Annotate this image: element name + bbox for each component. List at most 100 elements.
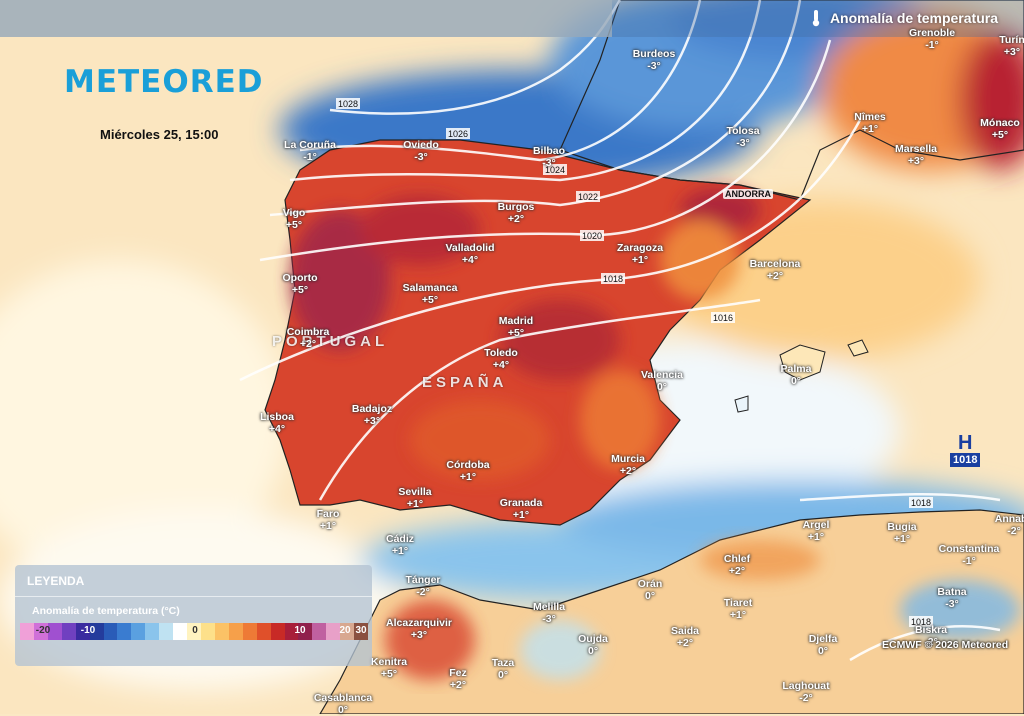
meteored-logo: METEORED — [64, 64, 264, 100]
legend-tick: -20 — [35, 625, 51, 636]
legend-color-swatch — [20, 623, 34, 640]
legend-color-swatch — [242, 623, 257, 640]
city-label: Turín +3° — [999, 34, 1024, 58]
high-pressure-marker: H 1018 — [950, 432, 981, 467]
city-label: Orán 0° — [637, 578, 663, 602]
legend-panel[interactable]: LEYENDA Anomalía de temperatura (°C) -20… — [15, 565, 372, 666]
legend-color-swatch — [173, 623, 188, 640]
legend-color-swatch — [354, 623, 369, 640]
legend-color-swatch — [298, 623, 313, 640]
high-pressure-symbol: H — [958, 432, 973, 454]
legend-tick: 30 — [355, 625, 367, 636]
legend-color-swatch — [270, 623, 285, 640]
legend-color-swatch — [187, 623, 201, 640]
city-label: Taza 0° — [491, 657, 515, 681]
legend-color-swatch — [256, 623, 271, 640]
forecast-date: Miércoles 25, 15:00 — [100, 127, 219, 142]
legend-tick: 0 — [192, 625, 198, 636]
city-label: Cádiz +1° — [385, 533, 415, 557]
legend-color-swatch — [326, 623, 341, 640]
city-label: Oujda 0° — [578, 633, 608, 657]
city-label: Oviedo -3° — [403, 139, 439, 163]
legend-color-swatch — [61, 623, 76, 640]
city-label: Coimbra +2° — [286, 326, 330, 350]
city-label: Djelfa 0° — [808, 633, 838, 657]
city-label: Tolosa -3° — [726, 125, 760, 149]
city-label: Burdeos -3° — [632, 48, 676, 72]
credit-text: ECMWF © 2026 Meteored — [882, 639, 1009, 651]
city-label: Barcelona +2° — [749, 258, 801, 282]
legend-color-swatch — [284, 623, 299, 640]
legend-color-swatch — [89, 623, 104, 640]
city-label: Madrid +5° — [498, 315, 534, 339]
city-label: Murcia +2° — [611, 453, 645, 477]
city-label: Badajoz +3° — [351, 403, 393, 427]
city-label: Biskra -2° — [914, 624, 948, 648]
legend-color-swatch — [214, 623, 229, 640]
city-label: Valladolid +4° — [445, 242, 495, 266]
country-label-andorra: ANDORRA — [723, 189, 773, 199]
city-label: Faro +1° — [316, 508, 340, 532]
legend-title: LEYENDA — [27, 574, 85, 588]
legend-color-swatch — [47, 623, 62, 640]
city-label: Constantina -1° — [938, 543, 1000, 567]
legend-divider — [15, 596, 372, 597]
city-label: Tánger -2° — [405, 574, 441, 598]
city-label: Zaragoza +1° — [616, 242, 664, 266]
city-label: Bilbao -3° — [532, 145, 566, 169]
legend-color-swatch — [33, 623, 48, 640]
city-label: Annaba-2° — [994, 513, 1024, 537]
city-label: Casablanca 0° — [313, 692, 373, 716]
isobar-label: 1018 — [911, 498, 931, 508]
legend-color-scale — [20, 623, 369, 640]
isobar-label: 1026 — [448, 129, 468, 139]
city-label: Tiaret +1° — [723, 597, 753, 621]
isobar-label: 1028 — [338, 99, 358, 109]
city-label: Grenoble -1° — [908, 27, 956, 51]
legend-color-swatch — [228, 623, 243, 640]
isobar-label: 1024 — [545, 165, 565, 175]
city-label: Lisboa +4° — [260, 411, 294, 435]
legend-tick: 10 — [294, 625, 306, 636]
legend-color-swatch — [340, 623, 355, 640]
city-label: Mónaco +5° — [980, 117, 1020, 141]
legend-tick: 20 — [339, 625, 351, 636]
city-label: Valencia 0° — [640, 369, 684, 393]
country-label-portugal: PORTUGAL — [272, 333, 389, 350]
legend-color-swatch — [312, 623, 327, 640]
isobar-label: 1016 — [713, 313, 733, 323]
layer-title[interactable]: Anomalía de temperatura — [829, 10, 998, 26]
thermometer-icon — [812, 10, 820, 27]
city-label: Chlef +2° — [723, 553, 751, 577]
city-label: Laghouat -2° — [782, 680, 830, 704]
legend-color-swatch — [200, 623, 215, 640]
city-label: Batna -3° — [937, 586, 967, 610]
city-label: Toledo +4° — [484, 347, 518, 371]
city-label: Nîmes +1° — [854, 111, 886, 135]
city-label: Córdoba +1° — [446, 459, 490, 483]
legend-color-swatch — [103, 623, 118, 640]
city-label: Oporto +5° — [282, 272, 318, 296]
isobar-label: 1020 — [582, 231, 602, 241]
city-label: Saida +2° — [670, 625, 700, 649]
city-label: Sevilla +1° — [398, 486, 432, 510]
city-label: La Coruña -1° — [284, 139, 336, 163]
high-pressure-value: 1018 — [950, 453, 981, 467]
city-label: Palma 0° — [780, 363, 812, 387]
legend-subtitle: Anomalía de temperatura (°C) — [32, 605, 180, 617]
top-bar — [0, 0, 612, 37]
city-label: Kenitra +5° — [370, 656, 408, 680]
isobar-label: 1022 — [578, 192, 598, 202]
city-label: Granada +1° — [499, 497, 543, 521]
legend-color-swatch — [159, 623, 174, 640]
city-label: Salamanca +5° — [402, 282, 458, 306]
city-label: Fez +2° — [449, 667, 467, 691]
isobar-label: 1018 — [911, 617, 931, 627]
legend-color-swatch — [131, 623, 146, 640]
city-label: Bugia +1° — [887, 521, 917, 545]
city-label: Vigo +5° — [282, 207, 306, 231]
country-label-espana: ESPAÑA — [422, 374, 508, 391]
legend-tick: -10 — [80, 625, 96, 636]
city-label: Burgos +2° — [497, 201, 535, 225]
